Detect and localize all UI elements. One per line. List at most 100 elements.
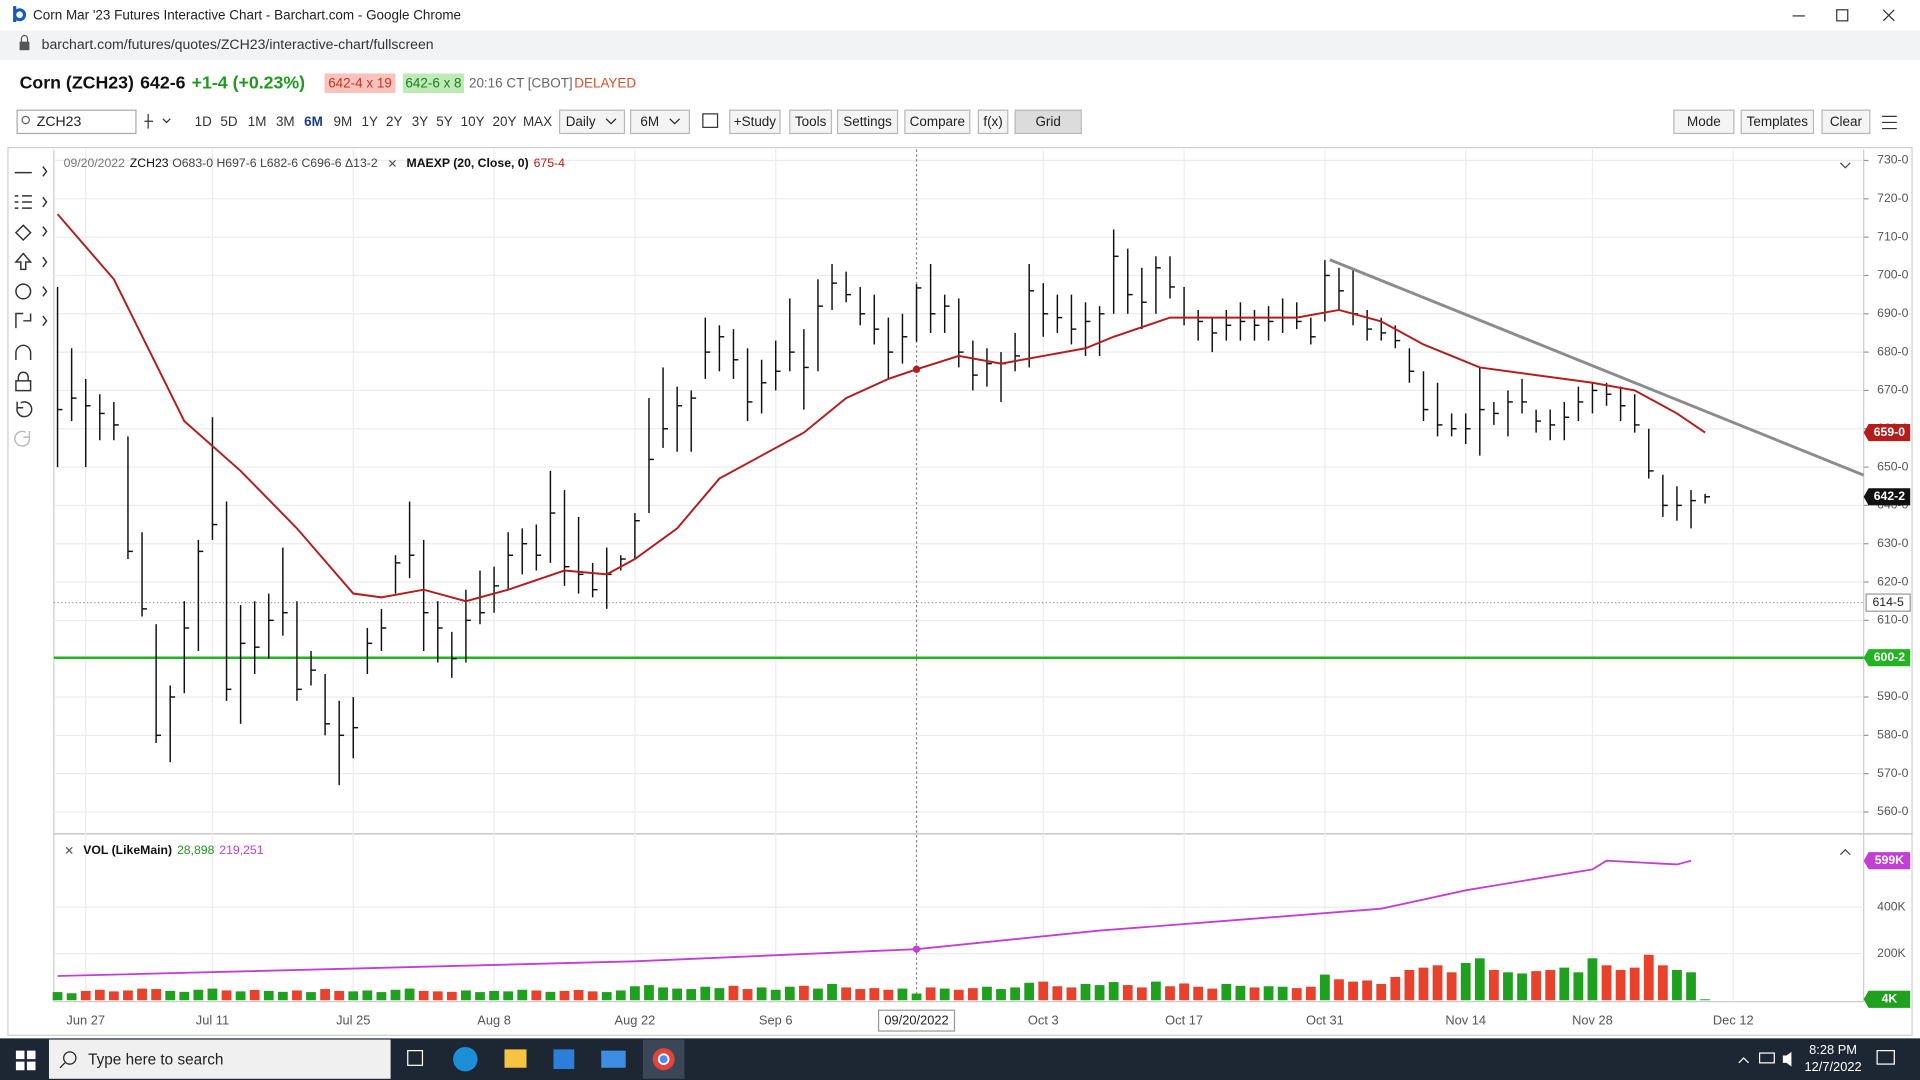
period-button[interactable]: MAX — [523, 114, 552, 129]
network[interactable] — [1758, 1052, 1775, 1064]
period-button[interactable]: 6M — [304, 114, 323, 129]
maximize[interactable] — [1836, 9, 1849, 22]
menu[interactable] — [1882, 115, 1897, 130]
url[interactable]: barchart.com/futures/quotes/ZCH23/intera… — [42, 36, 434, 52]
toolbar-button-label[interactable]: Settings — [843, 114, 892, 129]
magnet[interactable] — [15, 344, 32, 360]
toolbar-button-label[interactable]: Mode — [1687, 114, 1721, 129]
volume-bar — [841, 987, 852, 1001]
mail[interactable] — [601, 1050, 626, 1068]
toolbar-button-label[interactable]: Compare — [910, 114, 965, 129]
redo[interactable] — [14, 430, 31, 447]
start-button[interactable] — [15, 1050, 36, 1071]
toolbar-button[interactable] — [789, 109, 833, 135]
period-button[interactable]: 1D — [195, 114, 212, 129]
search-text[interactable]: Type here to search — [88, 1051, 223, 1068]
toolbar-button-label[interactable]: Templates — [1747, 114, 1809, 129]
period-button[interactable]: 3Y — [412, 114, 428, 129]
notifications[interactable] — [1876, 1050, 1895, 1065]
tool[interactable] — [14, 252, 48, 271]
range[interactable]: 6M — [640, 114, 659, 129]
lock[interactable] — [17, 371, 29, 381]
store[interactable] — [553, 1049, 575, 1069]
edge[interactable] — [453, 1046, 478, 1072]
period-button[interactable]: 5Y — [436, 114, 452, 129]
toolbar-button[interactable] — [1821, 109, 1871, 135]
symbol[interactable]: ZCH23 — [37, 113, 82, 129]
chart-info: 09/20/2022 ZCH23 O683-0 H697-6 L682-6 C696… — [64, 156, 378, 170]
volume-bar — [714, 988, 725, 1001]
tool[interactable] — [14, 195, 48, 209]
period-button[interactable]: 10Y — [461, 114, 485, 129]
volume-bar — [911, 993, 922, 1001]
collapse[interactable] — [1839, 848, 1851, 856]
period-button[interactable]: 9M — [334, 114, 353, 129]
toolbar-button-label[interactable]: Tools — [795, 114, 827, 129]
volume-line-dot — [912, 945, 921, 953]
period-button[interactable]: 1Y — [362, 114, 378, 129]
tool[interactable] — [14, 224, 48, 242]
period-button[interactable]: 5D — [220, 114, 237, 129]
close[interactable] — [1882, 9, 1895, 22]
volume-bar — [1474, 958, 1485, 1001]
volume-name: VOL (LikeMain) — [83, 843, 172, 857]
toolbar-button[interactable] — [977, 109, 1009, 135]
toolbar-button[interactable] — [1014, 109, 1082, 135]
toolbar-button[interactable] — [904, 109, 971, 135]
tool[interactable] — [42, 286, 48, 297]
undo[interactable] — [16, 401, 33, 418]
volume-icon[interactable] — [1782, 1051, 1792, 1067]
volume-bar — [672, 988, 683, 1001]
tool[interactable] — [15, 312, 48, 329]
period-button[interactable]: 20Y — [493, 114, 517, 129]
volume-bar — [1601, 965, 1612, 1001]
toolbar-button[interactable] — [1673, 109, 1735, 135]
explorer[interactable] — [504, 1049, 527, 1068]
lock[interactable] — [15, 380, 32, 392]
toolbar-button[interactable] — [1740, 109, 1815, 135]
volume-bar — [193, 989, 204, 1001]
toolbar-button-label[interactable]: +Study — [734, 114, 777, 129]
volume-bar — [249, 989, 260, 1001]
remove-volume[interactable] — [65, 846, 73, 854]
y-tick-label: 710-0 — [1877, 229, 1908, 243]
calendar[interactable] — [702, 113, 719, 128]
chrome[interactable] — [657, 1053, 670, 1065]
bid: 642-4 x 19 — [328, 75, 392, 90]
toolbar-button[interactable] — [836, 109, 899, 135]
crosshair-y-label: 614-5 — [1873, 595, 1904, 609]
tool[interactable] — [14, 166, 48, 177]
volume-bar — [1291, 988, 1302, 1001]
toolbar-button-label[interactable]: Clear — [1830, 114, 1863, 129]
volume-marker-label: 4K — [1882, 992, 1898, 1006]
interval-select[interactable] — [558, 109, 626, 135]
clock-date[interactable]: 12/7/2022 — [1804, 1059, 1861, 1074]
collapse[interactable] — [1839, 162, 1851, 169]
volume-bar — [1221, 983, 1232, 1001]
period-button[interactable]: 3M — [276, 114, 295, 129]
remove-study[interactable] — [388, 159, 396, 167]
clock-time[interactable]: 8:28 PM — [1809, 1042, 1857, 1057]
interval[interactable]: Daily — [566, 114, 596, 129]
volume-bar — [221, 990, 232, 1001]
x-tick-label: Jun 27 — [66, 1013, 105, 1028]
tray[interactable] — [1738, 1057, 1750, 1064]
y-tick-label: 570-0 — [1877, 766, 1908, 780]
period-button[interactable]: 2Y — [386, 114, 402, 129]
task-view[interactable] — [407, 1050, 424, 1066]
toolbar-button-label[interactable]: f(x) — [983, 114, 1002, 129]
x-tick-label: Sep 6 — [759, 1013, 793, 1028]
draw-menu[interactable] — [144, 113, 171, 129]
tool[interactable] — [15, 283, 32, 300]
period-button[interactable]: 1M — [248, 114, 267, 129]
volume-bar — [1376, 983, 1387, 1001]
toolbar-button[interactable] — [729, 109, 781, 135]
range-select[interactable] — [630, 109, 690, 135]
search-box[interactable] — [48, 1039, 391, 1079]
toolbar-button-label[interactable]: Grid — [1035, 114, 1060, 129]
y-tick-label: 720-0 — [1877, 191, 1908, 205]
volume-marker — [1863, 852, 1911, 870]
volume-bar — [151, 989, 162, 1001]
caret — [605, 118, 617, 125]
symbol-input[interactable] — [16, 109, 137, 135]
